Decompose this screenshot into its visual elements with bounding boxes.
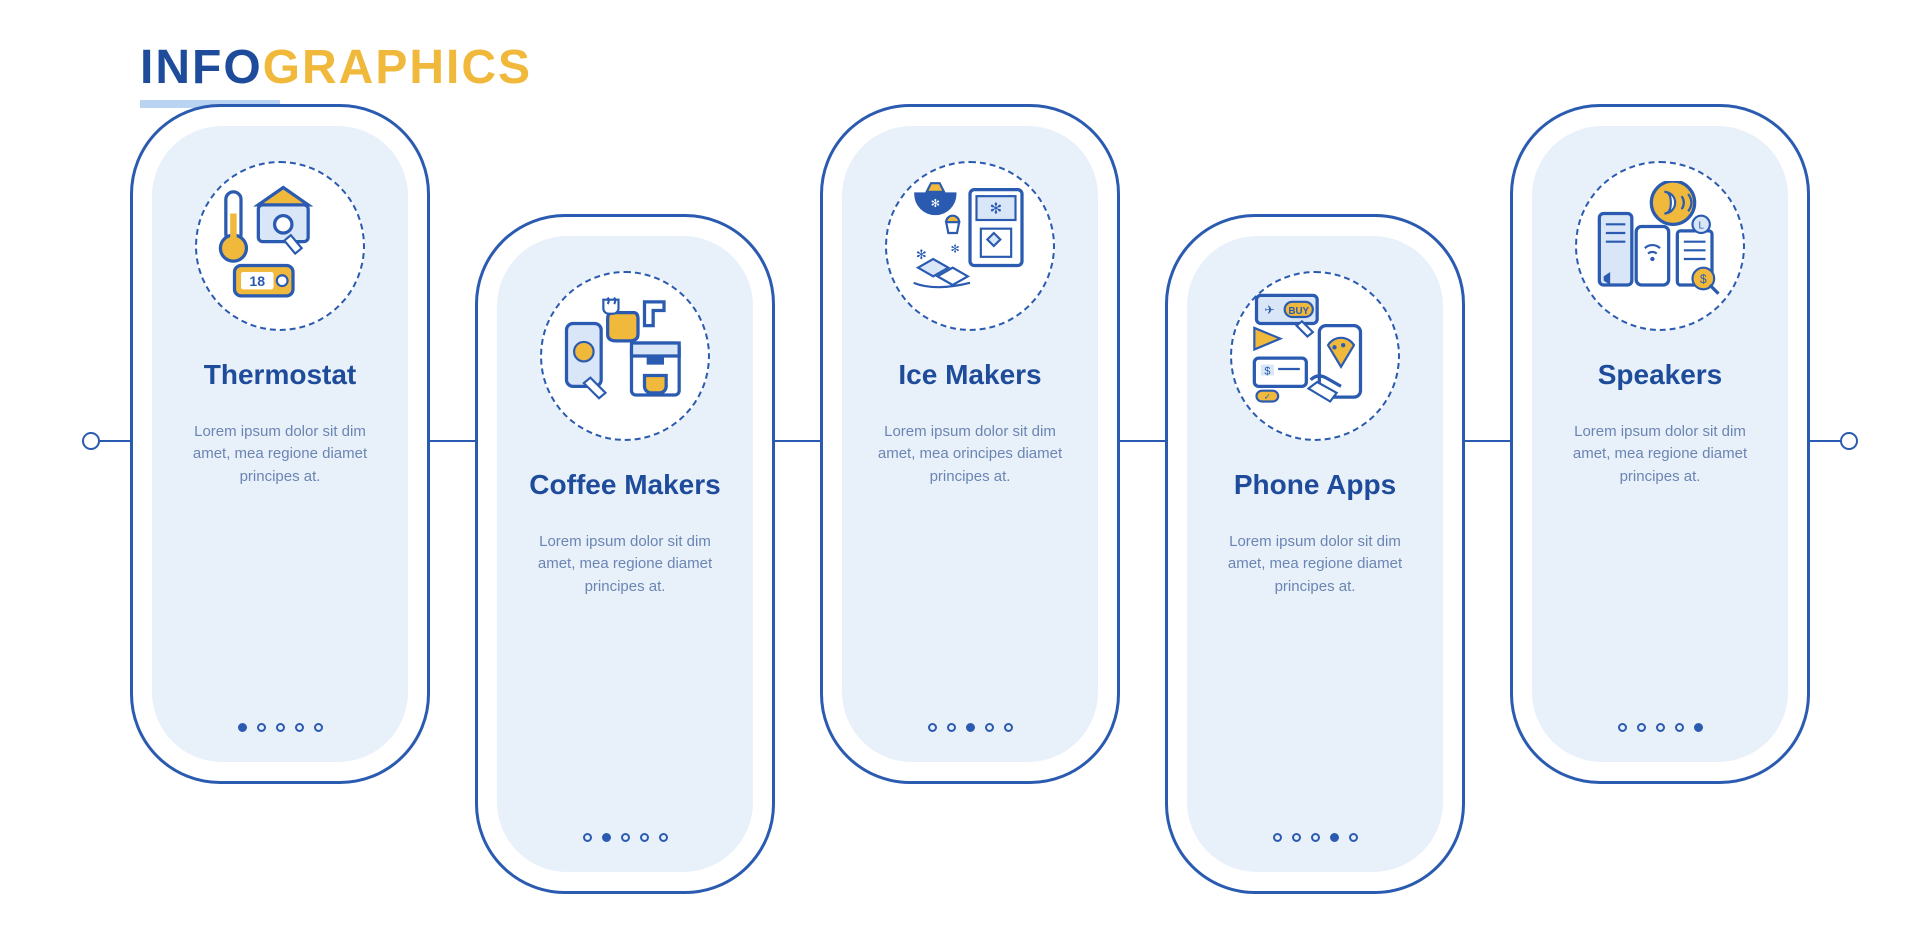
pager-dots <box>583 833 668 842</box>
card-phone: Phone Apps Lorem ipsum dolor sit dim ame… <box>1165 214 1465 894</box>
pager-dot[interactable] <box>1349 833 1358 842</box>
card-body: Lorem ipsum dolor sit dim amet, mea regi… <box>1560 421 1760 703</box>
card-fill: Phone Apps Lorem ipsum dolor sit dim ame… <box>1187 236 1443 872</box>
pager-dot[interactable] <box>1618 723 1627 732</box>
pager-dot[interactable] <box>1004 723 1013 732</box>
card-title: Speakers <box>1598 359 1723 391</box>
pager-dot[interactable] <box>1637 723 1646 732</box>
pager-dot[interactable] <box>1656 723 1665 732</box>
pager-dot[interactable] <box>966 723 975 732</box>
pager-dot[interactable] <box>1311 833 1320 842</box>
pager-dot[interactable] <box>659 833 668 842</box>
pager-dot[interactable] <box>602 833 611 842</box>
pager-dot[interactable] <box>985 723 994 732</box>
card-title: Phone Apps <box>1234 469 1396 501</box>
pager-dot[interactable] <box>257 723 266 732</box>
card-fill: Ice Makers Lorem ipsum dolor sit dim ame… <box>842 126 1098 762</box>
card-fill: Speakers Lorem ipsum dolor sit dim amet,… <box>1532 126 1788 762</box>
pager-dot[interactable] <box>1292 833 1301 842</box>
pager-dot[interactable] <box>314 723 323 732</box>
pager-dots <box>928 723 1013 732</box>
card-speaker: Speakers Lorem ipsum dolor sit dim amet,… <box>1510 104 1810 784</box>
ice-icon <box>885 161 1055 331</box>
card-body: Lorem ipsum dolor sit dim amet, mea regi… <box>525 531 725 813</box>
card-coffee: Coffee Makers Lorem ipsum dolor sit dim … <box>475 214 775 894</box>
card-body: Lorem ipsum dolor sit dim amet, mea regi… <box>1215 531 1415 813</box>
pager-dot[interactable] <box>947 723 956 732</box>
card-body: Lorem ipsum dolor sit dim amet, mea orin… <box>870 421 1070 703</box>
card-title: Coffee Makers <box>529 469 720 501</box>
card-title: Ice Makers <box>898 359 1041 391</box>
connector-endpoint-left <box>82 432 100 450</box>
thermostat-icon <box>195 161 365 331</box>
pager-dot[interactable] <box>621 833 630 842</box>
title-part2: GRAPHICS <box>263 41 532 94</box>
pager-dots <box>238 723 323 732</box>
pager-dot[interactable] <box>1330 833 1339 842</box>
connector-endpoint-right <box>1840 432 1858 450</box>
main-title: INFOGRAPHICS <box>140 40 532 95</box>
card-row: Thermostat Lorem ipsum dolor sit dim ame… <box>130 90 1810 907</box>
pager-dots <box>1618 723 1703 732</box>
pager-dot[interactable] <box>640 833 649 842</box>
pager-dot[interactable] <box>295 723 304 732</box>
pager-dot[interactable] <box>276 723 285 732</box>
card-fill: Thermostat Lorem ipsum dolor sit dim ame… <box>152 126 408 762</box>
phone-icon <box>1230 271 1400 441</box>
card-ice: Ice Makers Lorem ipsum dolor sit dim ame… <box>820 104 1120 784</box>
card-title: Thermostat <box>204 359 356 391</box>
speaker-icon <box>1575 161 1745 331</box>
card-fill: Coffee Makers Lorem ipsum dolor sit dim … <box>497 236 753 872</box>
pager-dot[interactable] <box>583 833 592 842</box>
card-body: Lorem ipsum dolor sit dim amet, mea regi… <box>180 421 380 703</box>
title-part1: INFO <box>140 41 263 94</box>
pager-dot[interactable] <box>1273 833 1282 842</box>
pager-dot[interactable] <box>238 723 247 732</box>
pager-dots <box>1273 833 1358 842</box>
pager-dot[interactable] <box>928 723 937 732</box>
coffee-icon <box>540 271 710 441</box>
card-thermostat: Thermostat Lorem ipsum dolor sit dim ame… <box>130 104 430 784</box>
pager-dot[interactable] <box>1675 723 1684 732</box>
pager-dot[interactable] <box>1694 723 1703 732</box>
